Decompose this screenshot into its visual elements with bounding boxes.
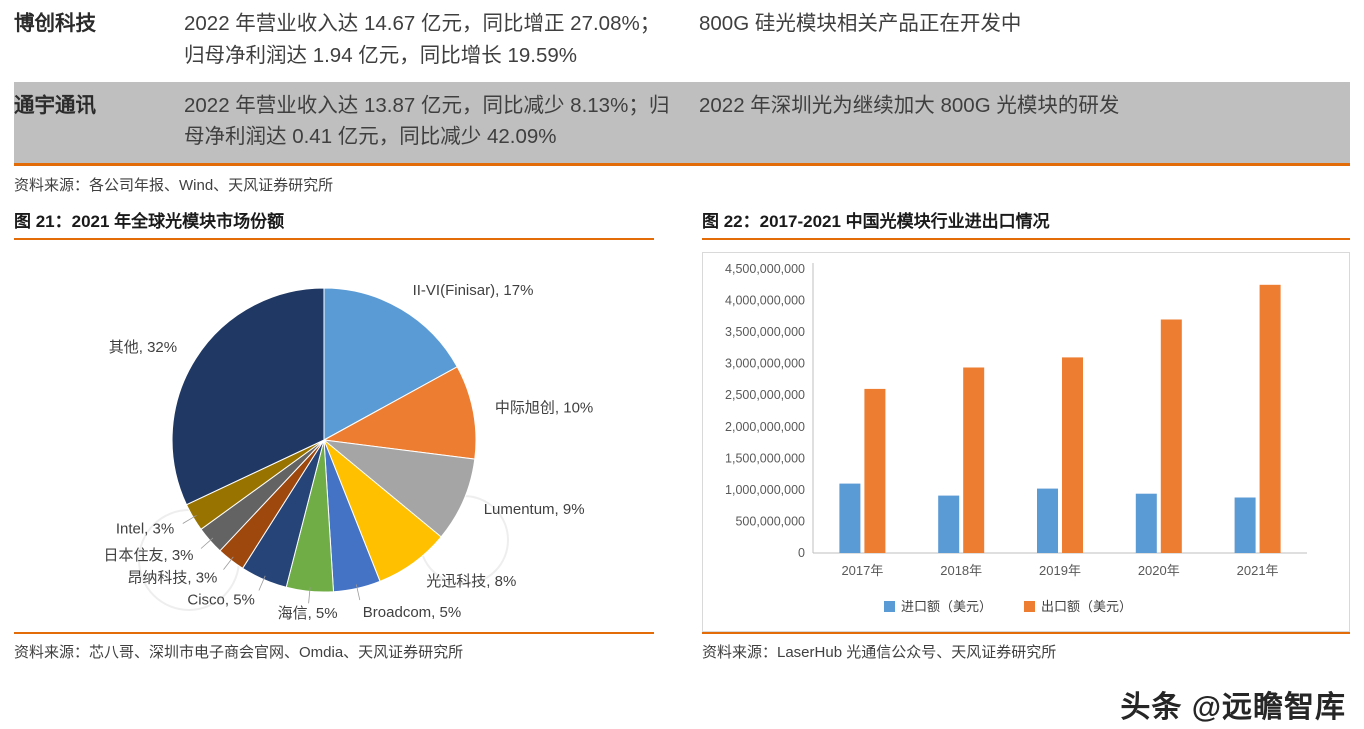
company-name-cell: 博创科技 [14,12,96,35]
figure-22-source: 资料来源：LaserHub 光通信公众号、天风证券研究所 [702,644,1057,662]
bar-series1-cat4 [1259,284,1281,554]
pie-label-6: Cisco, 5% [187,592,255,609]
bar-series0-cat2 [1037,488,1058,554]
progress-cell: 800G 硅光模块相关产品正在开发中 [699,12,1022,35]
pie-leader-line [223,556,234,570]
pie-slice-10 [171,287,325,506]
pie-label-3: 光迅科技, 8% [426,573,516,590]
pie-leader-line [182,515,197,524]
figure-21-title: 图 21：2021 年全球光模块市场份额 [14,212,285,232]
pie-label-7: 昂纳科技, 3% [127,570,217,587]
legend-swatch-1 [1024,601,1035,613]
bar-series0-cat0 [839,483,861,554]
pie-label-0: II-VI(Finisar), 17% [413,282,534,299]
figure-22-title: 图 22：2017-2021 中国光模块行业进出口情况 [702,212,1050,232]
figures-row: 图 21：2021 年全球光模块市场份额 II-VI(Finisar), 17%… [14,205,1350,662]
financials-cell: 2022 年营业收入达 13.87 亿元，同比减少 8.13%；归母净利润达 0… [184,93,670,149]
pie-chart-area: II-VI(Finisar), 17% 中际旭创, 10% Lumentum, 9%… [14,240,654,632]
pie-label-4: Broadcom, 5% [363,604,461,621]
bar-series0-cat1 [938,495,960,554]
y-tick-label: 3,000,000,000 [725,357,805,371]
bar-chart: 0 500,000,000 1,000,000,000 1,500,000,000 2,… [725,262,1307,614]
x-category-label: 2018年 [940,563,982,578]
bar-series1-cat1 [963,367,985,554]
site-watermark: 头条 @远瞻智库 [1120,691,1346,724]
legend-swatch-0 [884,601,895,613]
figure-22: 图 22：2017-2021 中国光模块行业进出口情况 0 500,000,000… [702,205,1350,662]
y-tick-label: 2,000,000,000 [725,420,805,434]
pie-slice-2 [322,439,476,538]
pie-leader-line [200,537,214,549]
company-name-cell: 通宇通讯 [14,93,96,117]
bar-series1-cat2 [1062,357,1083,554]
table-row: 通宇通讯 2022 年营业收入达 13.87 亿元，同比减少 8.13%；归母净… [14,81,1350,164]
bar-series0-cat3 [1135,493,1157,554]
legend-label-1: 出口额（美元） [1041,599,1132,614]
pie-label-10: 其他, 32% [109,339,177,356]
bar-series1-cat0 [864,388,886,554]
bar-chart-frame: 0 500,000,000 1,000,000,000 1,500,000,000 2,… [702,252,1350,633]
financials-cell: 2022 年营业收入达 14.67 亿元，同比增正 27.08%；归母净利润达 … [184,12,661,67]
pie-label-2: Lumentum, 9% [484,501,585,518]
progress-cell: 2022 年深圳光为继续加大 800G 光模块的研发 [699,93,1120,117]
y-tick-label: 2,500,000,000 [725,388,805,402]
pie-label-5: 海信, 5% [278,605,338,622]
pie-leader-line [355,584,361,601]
company-table: 博创科技 2022 年营业收入达 14.67 亿元，同比增正 27.08%；归母… [14,0,1350,167]
bar-chart-area: 0 500,000,000 1,000,000,000 1,500,000,000 2,… [702,240,1350,633]
pie-chart: II-VI(Finisar), 17% 中际旭创, 10% Lumentum, 9%… [103,282,593,622]
y-tick-label: 3,500,000,000 [725,325,805,339]
pie-label-8: 日本住友, 3% [103,547,193,564]
y-tick-label: 4,000,000,000 [725,294,805,308]
x-category-label: 2017年 [841,563,883,578]
y-tick-label: 4,500,000,000 [725,262,805,276]
table-source-note: 资料来源：各公司年报、Wind、天风证券研究所 [14,177,334,195]
pie-slice-1 [322,366,477,460]
figure-bottom-rule [702,632,1350,635]
bar-series1-cat3 [1160,319,1182,554]
figure-bottom-rule [14,632,654,635]
pie-leader-line [258,575,266,591]
x-category-label: 2021年 [1237,563,1279,578]
figure-21: 图 21：2021 年全球光模块市场份额 II-VI(Finisar), 17%… [14,205,654,662]
y-tick-label: 1,000,000,000 [725,483,805,497]
pie-label-1: 中际旭创, 10% [495,399,593,416]
pie-leader-line [308,587,311,604]
legend-label-0: 进口额（美元） [901,599,992,614]
pie-slice-0 [323,287,458,441]
y-tick-label: 500,000,000 [735,514,805,528]
title-underline [702,238,1350,241]
title-underline [14,238,654,241]
y-tick-label: 0 [798,546,805,560]
figure-21-source: 资料来源：芯八哥、深圳市电子商会官网、Omdia、天风证券研究所 [14,644,464,662]
table-row: 博创科技 2022 年营业收入达 14.67 亿元，同比增正 27.08%；归母… [14,0,1350,82]
pie-label-9: Intel, 3% [116,521,174,538]
x-category-label: 2020年 [1138,563,1180,578]
y-tick-label: 1,500,000,000 [725,451,805,465]
bar-series0-cat4 [1234,497,1256,554]
x-category-label: 2019年 [1039,563,1081,578]
